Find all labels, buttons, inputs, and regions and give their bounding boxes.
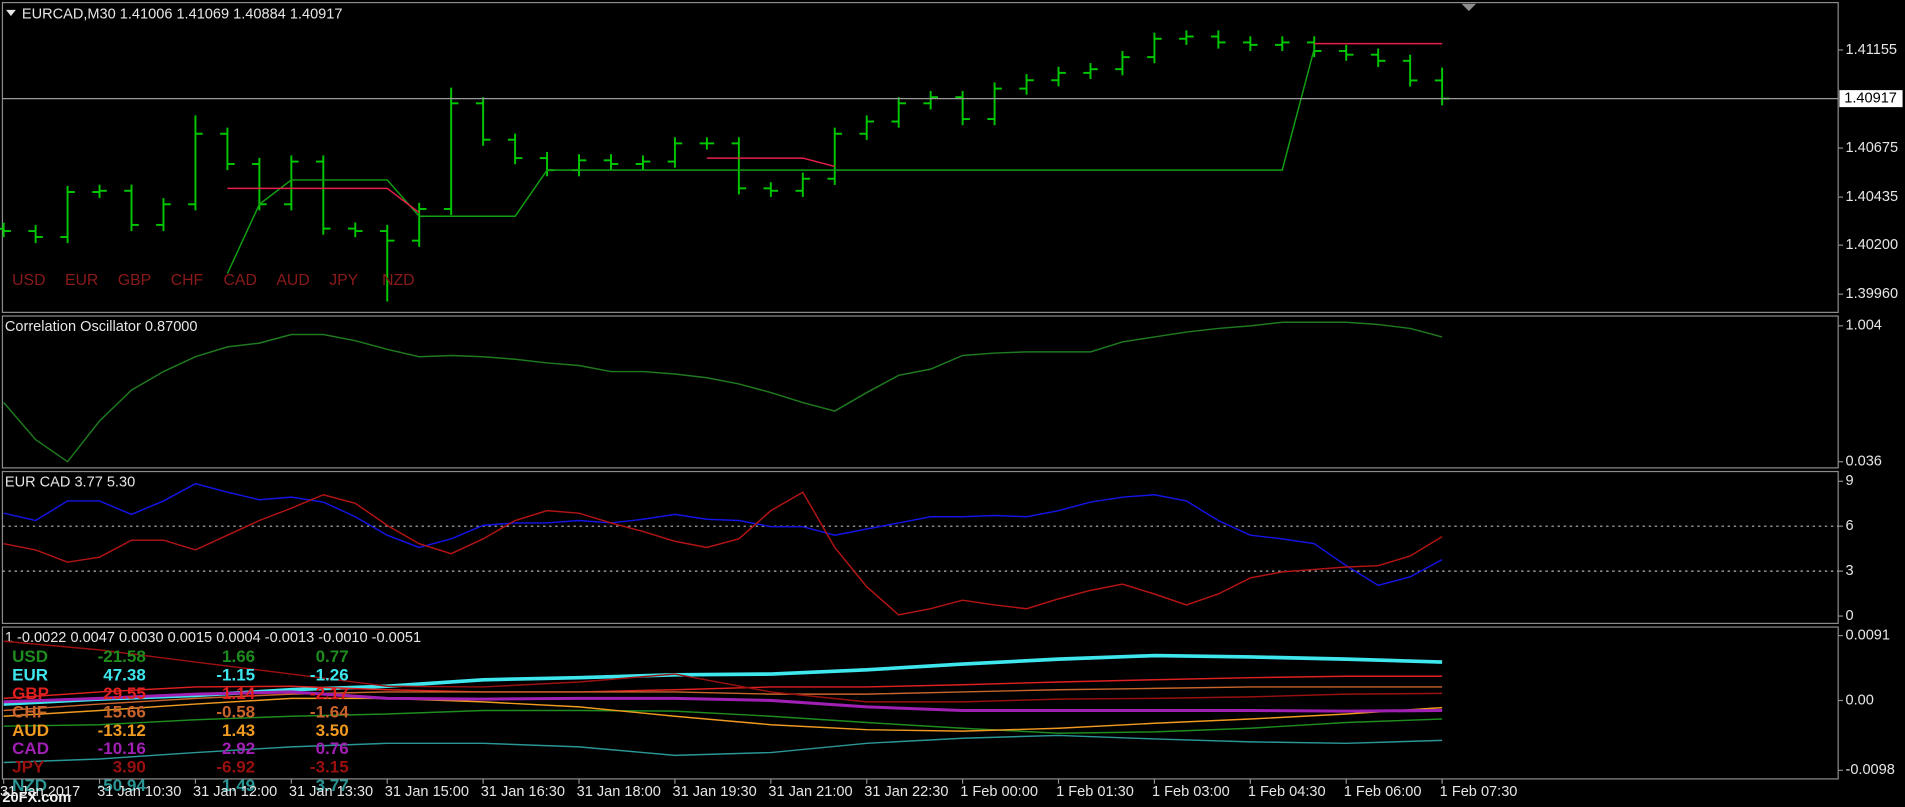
strength-value: 0.76 — [316, 739, 349, 758]
chart-title: EURCAD,M30 1.41006 1.41069 1.40884 1.409… — [22, 7, 343, 23]
current-price-box — [1839, 90, 1903, 108]
strength-name: GBP — [12, 684, 49, 703]
strength-value: -1.64 — [310, 702, 349, 721]
x-tick-label: 31 Jan 2017 — [0, 784, 80, 800]
strength-value: -3.15 — [310, 758, 349, 777]
strength-value: 47.38 — [103, 665, 146, 684]
strength-panel — [1, 626, 1839, 780]
strength-value: 1.66 — [222, 647, 255, 666]
strength-name: USD — [12, 647, 48, 666]
strength-value: 15.66 — [103, 702, 146, 721]
y-tick-label: 1.004 — [1845, 318, 1881, 334]
menu-triangle[interactable] — [6, 9, 16, 16]
panel-title: EUR CAD 3.77 5.30 — [5, 474, 135, 490]
strength-value: -0.58 — [216, 702, 255, 721]
strength-value: 1.43 — [222, 721, 255, 740]
y-tick-label: 1.40435 — [1845, 189, 1898, 205]
series-line — [3, 640, 1443, 703]
x-tick-label: 1 Feb 07:30 — [1440, 784, 1518, 800]
currency-label: GBP — [118, 272, 151, 289]
strength-value: 0.77 — [316, 647, 349, 666]
strength-value: -21.58 — [98, 647, 146, 666]
y-tick-label: 0.0091 — [1845, 627, 1890, 643]
strength-value: -1.26 — [310, 665, 349, 684]
strength-value: -2.17 — [310, 684, 349, 703]
strength-value: -6.92 — [216, 758, 255, 777]
strength-value: 3.90 — [113, 758, 146, 777]
x-tick-label: 31 Jan 13:30 — [289, 784, 373, 800]
x-tick-label: 31 Jan 21:00 — [768, 784, 852, 800]
x-tick-label: 1 Feb 03:00 — [1152, 784, 1230, 800]
strength-value: -1.15 — [216, 665, 255, 684]
y-tick-label: 9 — [1845, 473, 1853, 489]
strength-value: 1.49 — [222, 776, 255, 795]
currency-label: USD — [12, 272, 45, 289]
currency-label: EUR — [65, 272, 98, 289]
y-tick-label: 0.036 — [1845, 454, 1881, 470]
oscillator-panel — [1, 315, 1839, 469]
x-tick-label: 31 Jan 16:30 — [481, 784, 565, 800]
x-tick-label: 31 Jan 19:30 — [673, 784, 757, 800]
strength-name: EUR — [12, 665, 48, 684]
series-line — [3, 690, 1443, 713]
x-tick-label: 31 Jan 10:30 — [97, 784, 181, 800]
series-line — [227, 42, 1443, 214]
x-tick-label: 31 Jan 12:00 — [193, 784, 277, 800]
price-panel — [1, 1, 1839, 313]
y-tick-label: 0 — [1845, 608, 1853, 624]
y-tick-label: 1.40675 — [1845, 140, 1898, 156]
currency-label: NZD — [382, 272, 414, 289]
series-line — [3, 697, 1443, 732]
strength-name: AUD — [12, 721, 49, 740]
strength-name: JPY — [12, 758, 45, 777]
currency-label: JPY — [329, 272, 358, 289]
y-tick-label: 6 — [1845, 518, 1853, 534]
x-tick-label: 31 Jan 18:00 — [577, 784, 661, 800]
currency-label: CAD — [224, 272, 257, 289]
y-tick-label: 1.41155 — [1845, 42, 1897, 58]
strength-name: CAD — [12, 739, 49, 758]
series-line — [3, 482, 1443, 587]
strength-value: 29.55 — [103, 684, 146, 703]
strength-value: 2.92 — [222, 739, 255, 758]
series-line — [3, 675, 1443, 700]
y-tick-label: -0.0098 — [1845, 762, 1894, 778]
strength-value: 1.14 — [222, 684, 256, 703]
series-line — [3, 321, 1443, 463]
series-line — [3, 709, 1443, 734]
y-tick-label: 1.40200 — [1845, 237, 1898, 253]
strength-value: -50.94 — [98, 776, 147, 795]
currency-label: CHF — [171, 272, 204, 289]
strength-value: -13.12 — [98, 721, 146, 740]
x-tick-label: 1 Feb 04:30 — [1248, 784, 1326, 800]
series-line — [3, 686, 1443, 712]
strength-value: 3.77 — [316, 776, 349, 795]
x-tick-label: 31 Jan 22:30 — [864, 784, 948, 800]
shift-marker — [1461, 3, 1477, 12]
strength-name: CHF — [12, 702, 47, 721]
y-tick-label: 0.00 — [1845, 692, 1873, 708]
panel-title: Correlation Oscillator 0.87000 — [5, 319, 198, 335]
currency-label: AUD — [276, 272, 309, 289]
series-line — [3, 734, 1443, 764]
x-tick-label: 1 Feb 00:00 — [960, 784, 1038, 800]
x-tick-label: 31 Jan 15:00 — [385, 784, 469, 800]
x-tick-label: 1 Feb 06:00 — [1344, 784, 1422, 800]
strength-name: NZD — [12, 776, 47, 795]
x-tick-label: 1 Feb 01:30 — [1056, 784, 1134, 800]
panel-title: 1 -0.0022 0.0047 0.0030 0.0015 0.0004 -0… — [5, 630, 421, 646]
series-line — [3, 491, 1443, 616]
y-tick-label: 3 — [1845, 563, 1853, 579]
y-tick-label: 1.39960 — [1845, 286, 1898, 302]
pair-panel — [1, 470, 1839, 625]
current-price-label: 1.40917 — [1844, 90, 1897, 106]
watermark: 20FX.com — [2, 790, 71, 806]
strength-value: -10.16 — [98, 739, 146, 758]
strength-value: 3.50 — [316, 721, 349, 740]
